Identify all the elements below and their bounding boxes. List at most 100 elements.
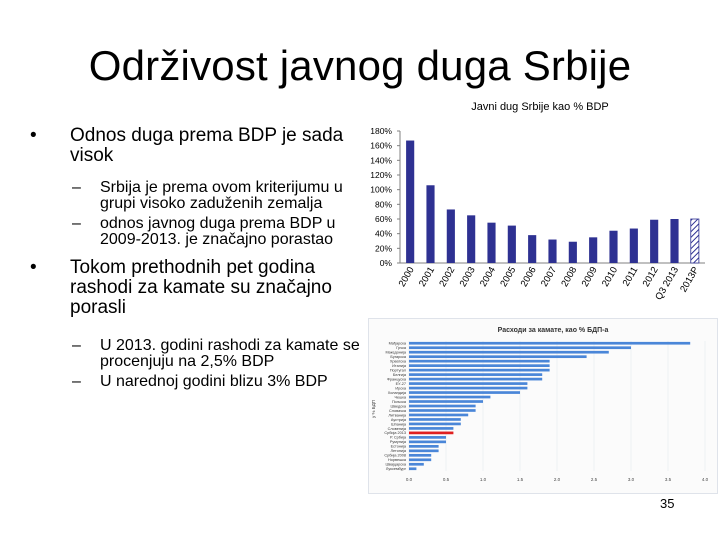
x-tick-label: 2001 xyxy=(417,265,437,289)
bar xyxy=(548,239,557,263)
hbar-category-label: Мађарска xyxy=(389,342,407,346)
bullet-list: • Odnos duga prema BDP je sada visok – S… xyxy=(30,126,360,390)
hbar-category-label: Пољска xyxy=(392,400,407,404)
sub-bullet-item: – odnos javnog duga prema BDP u 2009-201… xyxy=(30,216,360,248)
hbar-x-tick-label: 1.0 xyxy=(480,477,487,482)
hbar-bar xyxy=(409,449,439,453)
x-tick-label: 2007 xyxy=(539,265,559,289)
hbar-category-label: Белгија xyxy=(393,373,407,377)
bar xyxy=(568,241,577,263)
hbar-category-label: Хрватска xyxy=(390,360,407,364)
interest-expense-bar-chart: Расходи за камате, као % БДП-а у % БДП 0.0… xyxy=(371,327,709,482)
hbar-bar xyxy=(409,341,691,345)
bar xyxy=(609,230,618,263)
x-tick-label: 2012 xyxy=(641,265,661,289)
bullet-item: • Odnos duga prema BDP je sada visok xyxy=(30,126,360,166)
hbar-category-label: Француска xyxy=(387,377,407,381)
y-tick-label: 40% xyxy=(375,229,392,239)
hbar-x-tick-label: 0.0 xyxy=(406,477,413,482)
hbar-bar xyxy=(409,355,587,359)
hbar-bar xyxy=(409,409,476,412)
x-tick-label: 2002 xyxy=(437,265,457,289)
bar xyxy=(487,222,496,263)
hbar-bar xyxy=(409,391,520,394)
sub-bullet-dash: – xyxy=(72,373,81,390)
bar xyxy=(446,209,455,263)
hbar-bar xyxy=(409,467,417,471)
hbar-category-label: Естонија xyxy=(391,445,407,449)
sub-bullet-text: odnos javnog duga prema BDP u 2009-2013.… xyxy=(100,215,336,248)
hbar-category-label: Шведска xyxy=(391,404,407,408)
hbar-bar xyxy=(409,359,550,363)
hbar-category-label: Румунија xyxy=(390,440,407,444)
sub-bullet-text: U narednoj godini blizu 3% BDP xyxy=(100,373,328,390)
hbar-bar xyxy=(409,436,446,439)
public-debt-bar-chart: 0%20%40%60%80%100%120%140%160%180%2000 20… xyxy=(370,126,705,302)
hbar-category-label: Ирска xyxy=(395,386,406,390)
y-tick-label: 160% xyxy=(370,141,392,151)
hbar-category-label: Португал xyxy=(390,368,406,372)
hbar-category-label: Летонија xyxy=(391,449,407,453)
hbar-bar xyxy=(409,382,528,385)
hbar-bar xyxy=(409,445,439,448)
x-tick-label: 2009 xyxy=(580,265,600,289)
hbar-chart-title: Расходи за камате, као % БДП-а xyxy=(498,327,609,334)
x-tick-label: 2010 xyxy=(600,265,620,289)
hbar-bar xyxy=(409,368,550,372)
hbar-y-axis-label: у % БДП xyxy=(371,400,376,418)
hbar-bar xyxy=(409,413,469,417)
hbar-category-label: Луксембург xyxy=(386,467,407,471)
hbar-category-label: Норвешка xyxy=(388,458,407,462)
bullet-text: Tokom prethodnih pet godina rashodi za k… xyxy=(70,257,332,318)
hbar-category-label: Швајцарска xyxy=(385,463,406,467)
bar xyxy=(690,218,700,264)
sub-bullet-item: – U narednoj godini blizu 3% BDP xyxy=(30,374,360,390)
hbar-category-label: Аустрија xyxy=(391,418,407,422)
hbar-bar xyxy=(409,377,543,381)
hbar-category-label: Италија xyxy=(392,364,407,368)
bar xyxy=(426,185,435,263)
x-tick-label: 2005 xyxy=(498,265,518,289)
hbar-bar xyxy=(409,373,543,376)
sub-bullet-text: U 2013. godini rashodi za kamate se proc… xyxy=(100,337,360,370)
sub-bullet-dash: – xyxy=(72,179,81,196)
chart-title: Javni dug Srbije kao % BDP xyxy=(471,101,609,113)
y-tick-label: 120% xyxy=(370,170,392,180)
y-tick-label: 100% xyxy=(370,185,392,195)
hbar-bar xyxy=(409,386,528,390)
bar xyxy=(629,228,638,263)
hbar-category-label: ЕУ-27 xyxy=(396,382,406,386)
sub-bullet-item: – Srbija je prema ovom kriterijumu u gru… xyxy=(30,180,360,212)
hbar-category-label: Грчка xyxy=(396,346,407,350)
x-tick-label: 2008 xyxy=(559,265,579,289)
y-tick-label: 80% xyxy=(375,199,392,209)
x-tick-label: 2006 xyxy=(519,265,539,289)
y-tick-label: 0% xyxy=(380,258,393,268)
bullet-item: • Tokom prethodnih pet godina rashodi za… xyxy=(30,258,360,318)
bullet-dot: • xyxy=(30,257,37,278)
hbar-bar xyxy=(409,453,432,457)
slide-title: Održivost javnog duga Srbije xyxy=(88,42,632,89)
interest-expense-chart: Расходи за камате, као % БДП-а у % БДП 0.0… xyxy=(368,318,718,494)
hbar-category-label: Македонија xyxy=(385,351,406,355)
hbar-x-tick-label: 0.5 xyxy=(443,477,450,482)
hbar-bar xyxy=(409,440,446,444)
bar xyxy=(589,237,598,263)
hbar-category-label: Шпанија xyxy=(391,422,407,426)
hbar-x-tick-label: 3.0 xyxy=(628,477,635,482)
hbar-x-tick-label: 1.5 xyxy=(517,477,524,482)
bar xyxy=(650,219,659,263)
x-tick-label: 2004 xyxy=(478,265,498,289)
bullet-text: Odnos duga prema BDP je sada visok xyxy=(70,125,344,166)
hbar-bar xyxy=(409,458,432,462)
hbar-bar xyxy=(409,350,609,354)
hbar-bar xyxy=(409,400,483,403)
hbar-bar xyxy=(409,422,461,426)
hbar-bar xyxy=(409,364,550,367)
bar xyxy=(406,140,415,263)
hbar-x-tick-label: 2.5 xyxy=(591,477,598,482)
bar xyxy=(670,219,679,263)
hbar-bar xyxy=(409,431,454,435)
y-tick-label: 20% xyxy=(375,243,392,253)
hbar-x-tick-label: 4.0 xyxy=(702,477,709,482)
